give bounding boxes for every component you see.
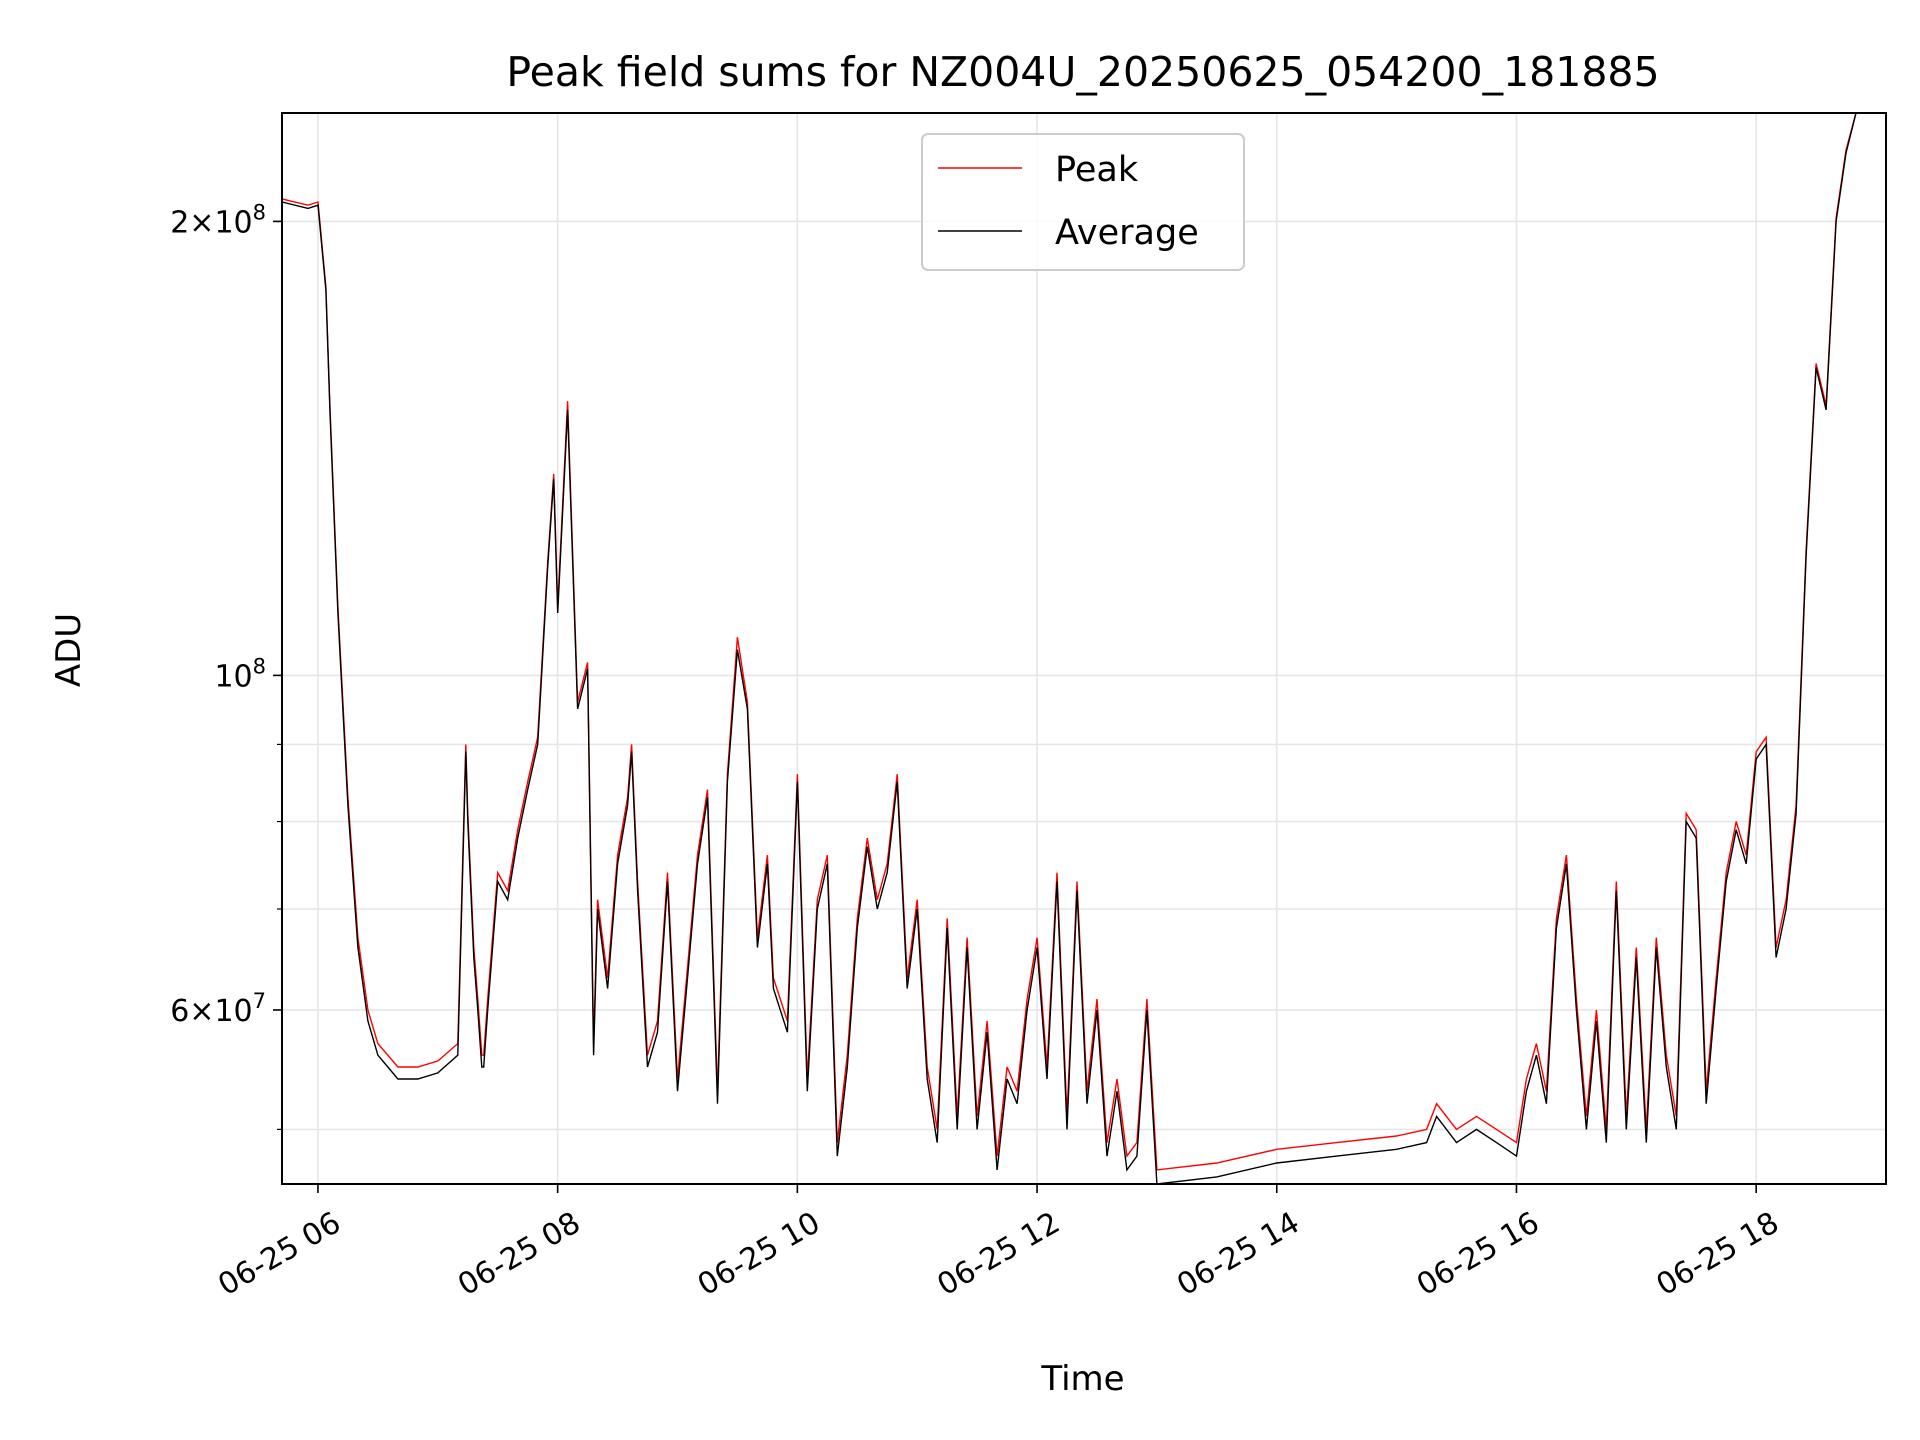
legend: Peak Average [921,133,1245,271]
plot-frame [281,112,1887,1185]
series-line-average [281,112,1857,1185]
y-tick-label: 108 [214,654,266,694]
legend-label-peak: Peak [1055,150,1139,190]
x-axis-title: Time [1040,1359,1124,1399]
y-axis-title: ADU [49,613,89,687]
y-tick-label: 2×108 [170,200,266,240]
y-tick-label: 6×107 [170,989,266,1029]
chart-title: Peak field sums for NZ004U_20250625_0542… [506,48,1659,96]
series-lines [281,112,1857,1185]
legend-label-average: Average [1055,213,1199,253]
